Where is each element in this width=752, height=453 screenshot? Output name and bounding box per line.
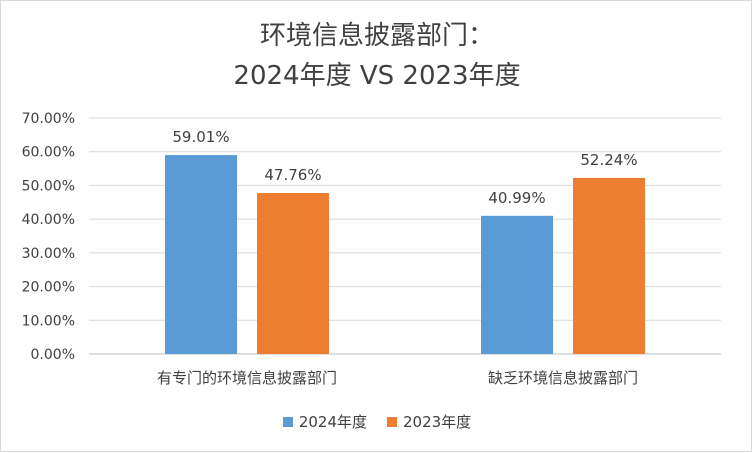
bar-2023年度-0 <box>257 192 329 354</box>
y-tick-label: 40.00% <box>22 212 75 228</box>
data-label: 52.24% <box>580 151 637 169</box>
y-tick-label: 70.00% <box>22 111 75 127</box>
bar-2024年度-0 <box>165 155 237 354</box>
chart-legend: 2024年度 2023年度 <box>1 411 752 432</box>
y-tick-label: 60.00% <box>22 145 75 161</box>
y-tick-label: 0.00% <box>31 347 75 363</box>
y-tick-label: 20.00% <box>22 280 75 296</box>
legend-swatch-2023 <box>387 416 397 427</box>
bar-2023年度-1 <box>573 177 645 354</box>
legend-item-2023: 2023年度 <box>387 411 471 432</box>
chart-title-line1: 环境信息披露部门： <box>259 21 494 51</box>
data-label: 47.76% <box>264 166 321 184</box>
data-label: 59.01% <box>172 128 229 146</box>
chart-title-line2: 2024年度 VS 2023年度 <box>233 61 521 91</box>
y-tick-label: 10.00% <box>22 313 75 329</box>
legend-swatch-2024 <box>282 416 293 427</box>
category-label: 缺乏环境信息披露部门 <box>488 369 638 387</box>
y-tick-label: 50.00% <box>22 178 75 194</box>
data-label: 40.99% <box>488 189 545 207</box>
legend-item-2024: 2024年度 <box>282 411 367 432</box>
category-label: 有专门的环境信息披露部门 <box>157 369 337 387</box>
legend-label-2023: 2023年度 <box>403 413 472 431</box>
legend-label-2024: 2024年度 <box>298 413 367 431</box>
y-tick-label: 30.00% <box>22 246 75 262</box>
bar-2024年度-1 <box>481 215 553 354</box>
